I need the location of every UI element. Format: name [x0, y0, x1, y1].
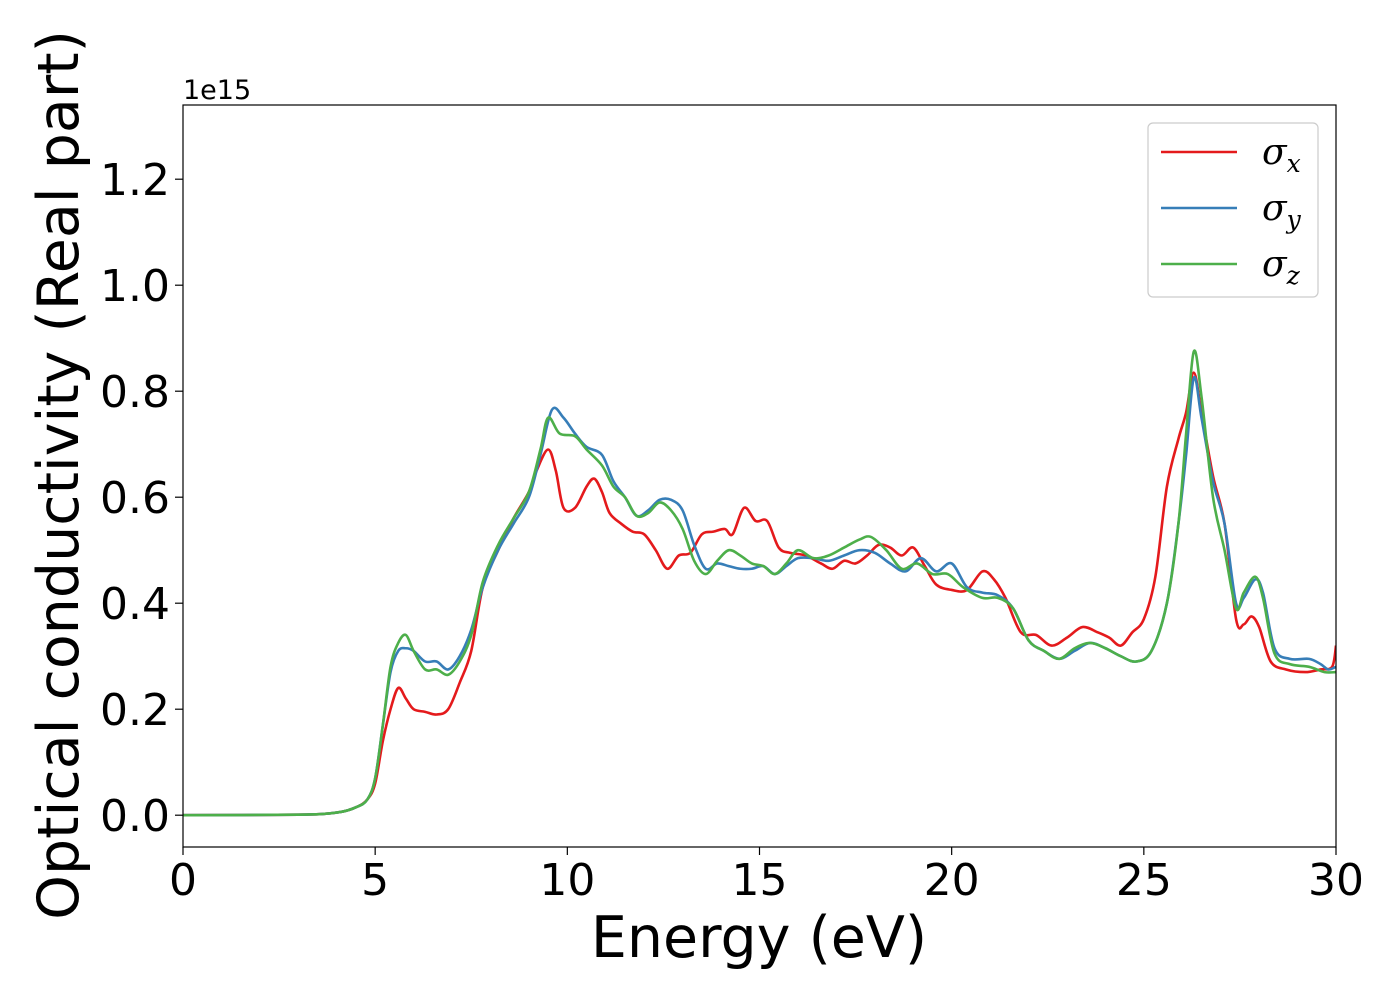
axes-layer: 0 5 10 15 20 25 30 0.0 0.2 0.4 0.6 0.8 1.0 1.2 [100, 104, 1364, 906]
x-axis-label: Energy (eV) [591, 905, 927, 971]
y-tick-label: 0.0 [100, 791, 170, 842]
y-tick-label: 0.2 [100, 685, 170, 736]
series-line-x [183, 371, 1336, 817]
y-tick-label: 0.4 [100, 579, 170, 630]
plot-layer [183, 349, 1336, 817]
y-axis-label: Optical conductivity (Real part) [26, 30, 92, 920]
x-tick-label: 30 [1308, 855, 1364, 906]
series-group [183, 349, 1336, 817]
y-tick-label: 0.8 [100, 367, 170, 418]
x-tick-label: 25 [1116, 855, 1172, 906]
y-tick-label: 1.2 [100, 155, 170, 206]
x-tick-label: 20 [924, 855, 980, 906]
y-tick-label: 0.6 [100, 473, 170, 524]
x-tick-label: 10 [539, 855, 595, 906]
x-tick-label: 5 [361, 855, 389, 906]
y-offset-label: 1e15 [183, 75, 251, 106]
series-line-z [183, 349, 1336, 817]
series-line-y [183, 375, 1336, 817]
x-tick-label: 15 [732, 855, 788, 906]
legend-box [1147, 122, 1319, 298]
x-tick-label: 0 [169, 855, 197, 906]
y-tick-label: 1.0 [100, 261, 170, 312]
